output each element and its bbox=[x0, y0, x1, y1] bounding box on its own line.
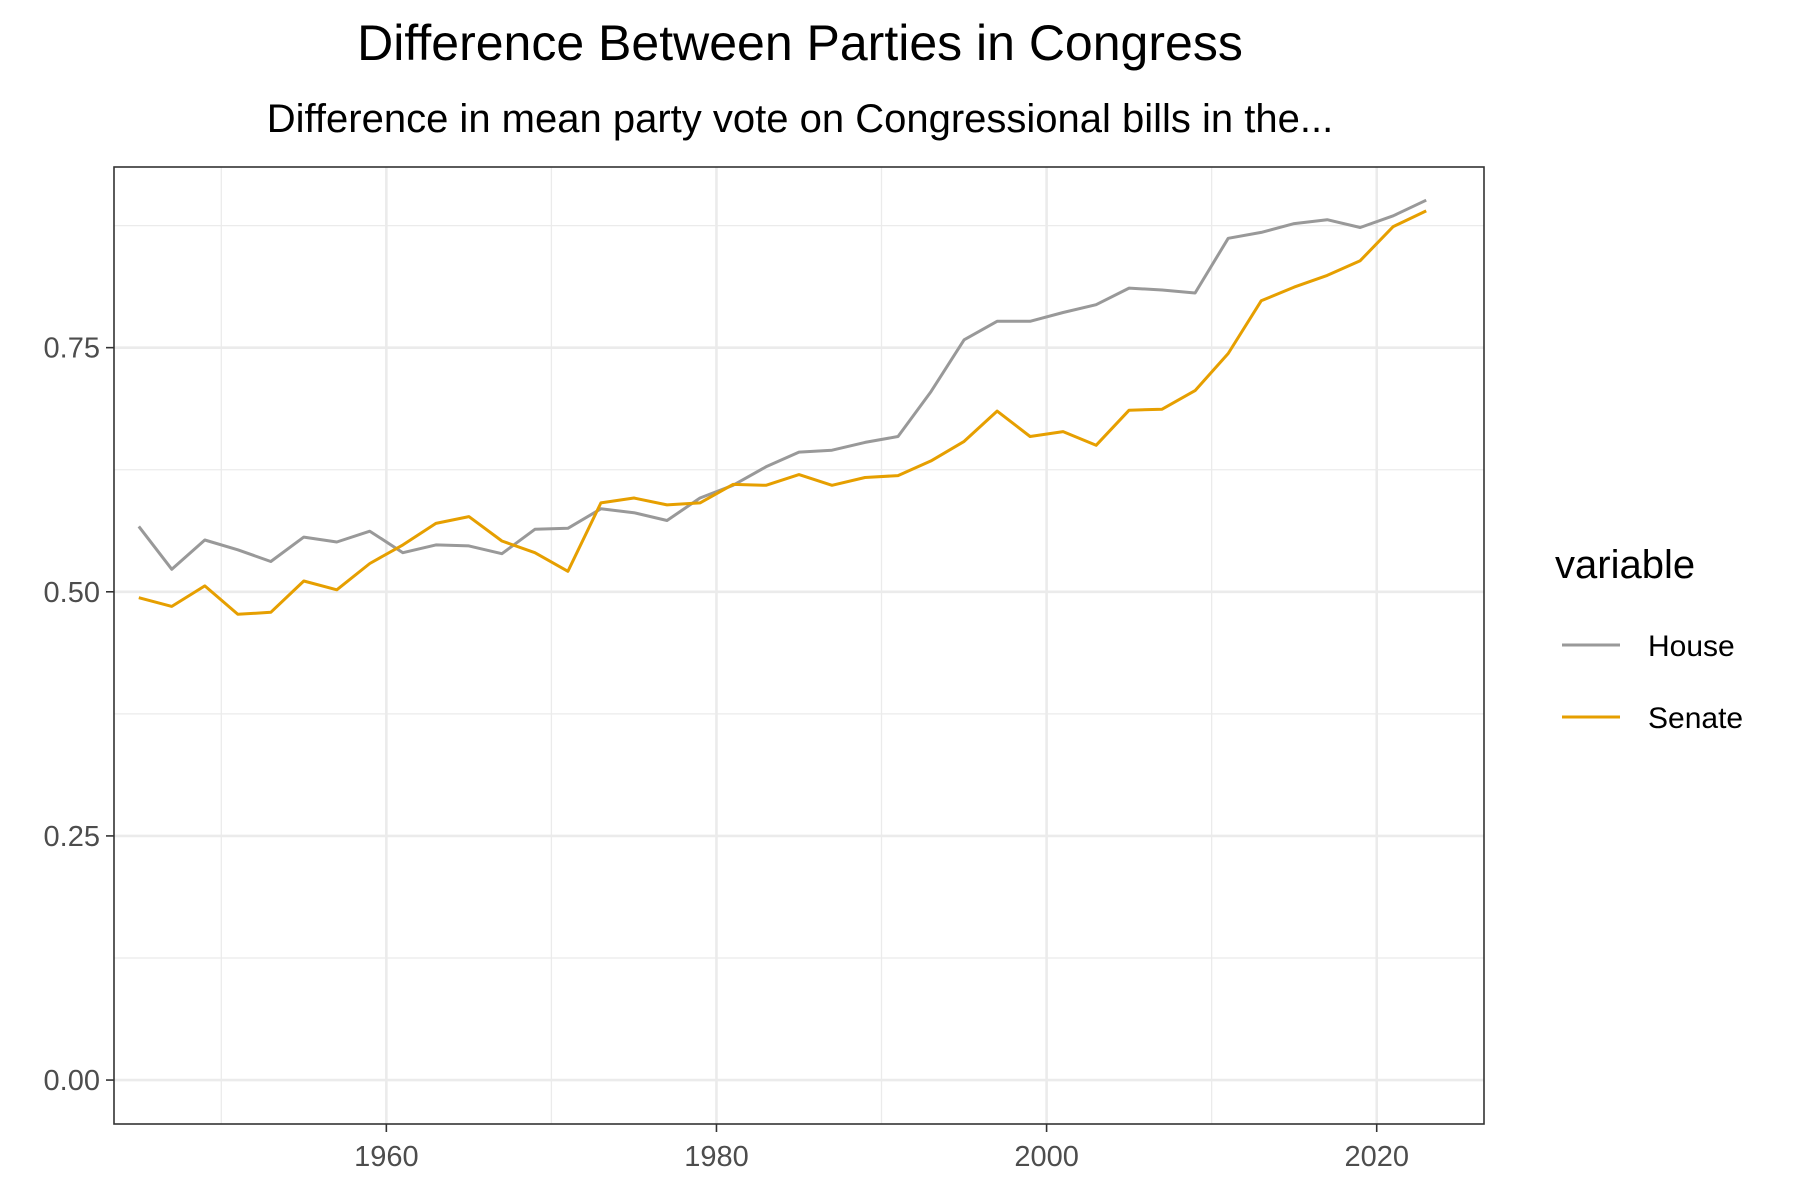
x-axis: 1960 1980 2000 2020 bbox=[354, 1124, 1409, 1173]
y-tick-label: 0.75 bbox=[44, 333, 100, 365]
y-tick-label: 0.00 bbox=[44, 1065, 100, 1097]
minor-gridlines bbox=[114, 167, 1484, 1124]
legend-label-senate: Senate bbox=[1648, 702, 1743, 735]
y-tick-label: 0.50 bbox=[44, 577, 100, 609]
x-tick-label: 2000 bbox=[1014, 1141, 1079, 1173]
series-line-senate bbox=[138, 209, 1427, 616]
major-gridlines bbox=[114, 167, 1484, 1124]
plot-panel bbox=[113, 166, 1485, 1125]
chart-title: Difference Between Parties in Congress bbox=[357, 15, 1243, 71]
chart-subtitle: Difference in mean party vote on Congres… bbox=[267, 97, 1334, 141]
x-tick-label: 1980 bbox=[684, 1141, 749, 1173]
legend-label-house: House bbox=[1648, 630, 1735, 663]
y-tick-label: 0.25 bbox=[44, 821, 100, 853]
legend-title: variable bbox=[1555, 543, 1695, 587]
x-tick-label: 2020 bbox=[1344, 1141, 1409, 1173]
legend: variable House Senate bbox=[1555, 543, 1743, 735]
series-line-house bbox=[137, 198, 1427, 571]
series-lines bbox=[137, 198, 1427, 616]
y-axis: 0.00 0.25 0.50 0.75 bbox=[44, 333, 114, 1097]
x-tick-label: 1960 bbox=[354, 1141, 419, 1173]
